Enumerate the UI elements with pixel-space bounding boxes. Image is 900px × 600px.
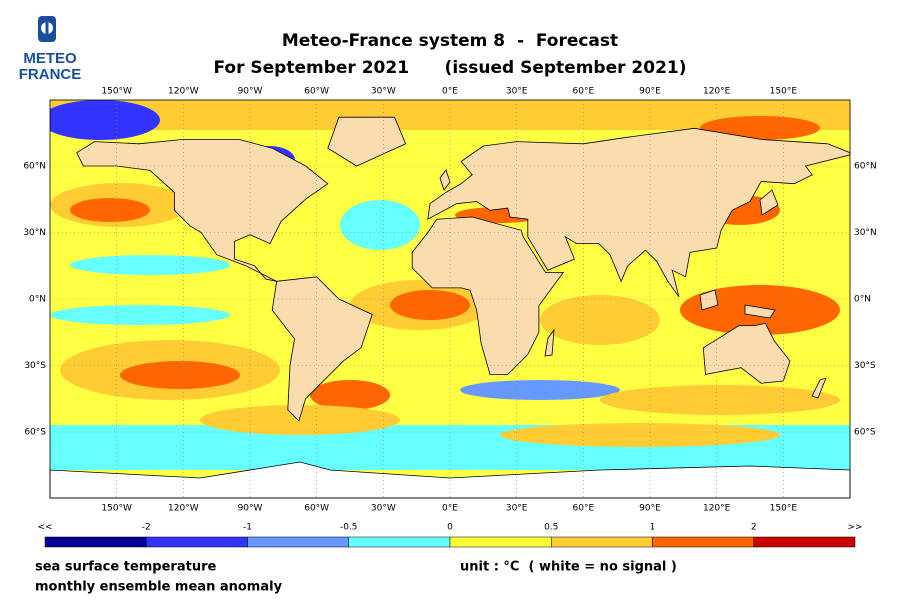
anomaly-patch bbox=[540, 295, 660, 345]
lat-label: 30°S bbox=[24, 361, 46, 371]
lon-label: 30°W bbox=[371, 504, 396, 514]
lon-label: 30°W bbox=[371, 87, 396, 97]
lat-label: 60°N bbox=[23, 162, 46, 172]
colorbar-label: 1 bbox=[650, 523, 656, 533]
new-zealand bbox=[811, 377, 827, 399]
anomaly-patch bbox=[340, 200, 420, 250]
lon-label: 120°E bbox=[703, 504, 731, 514]
lon-label: 60°E bbox=[573, 504, 595, 514]
colorbar-label: 0.5 bbox=[544, 523, 558, 533]
variable-label: sea surface temperature bbox=[35, 560, 216, 575]
greenland bbox=[327, 116, 407, 167]
lon-label: 150°E bbox=[770, 87, 798, 97]
anomaly-patch bbox=[390, 290, 470, 320]
logo-icon-bar bbox=[45, 18, 49, 34]
anomaly-patch bbox=[70, 198, 150, 222]
lat-label: 60°S bbox=[854, 428, 876, 438]
colorbar-label: << bbox=[37, 523, 52, 533]
new-guinea bbox=[744, 304, 776, 319]
colorbar-swatch bbox=[551, 536, 653, 548]
subtitle: For September 2021 (issued September 202… bbox=[214, 58, 687, 78]
lat-label: 30°S bbox=[854, 361, 876, 371]
lon-label: 150°W bbox=[101, 504, 132, 514]
logo-text: METEO bbox=[23, 50, 77, 67]
lon-label: 0°E bbox=[442, 87, 458, 97]
anomaly-patch bbox=[600, 385, 840, 415]
lon-label: 60°W bbox=[304, 87, 329, 97]
unit-label: unit : °C ( white = no signal ) bbox=[460, 560, 677, 575]
madagascar bbox=[544, 328, 555, 357]
colorbar-label: 2 bbox=[751, 523, 757, 533]
lon-label: 90°E bbox=[639, 504, 661, 514]
colorbar-label: 0 bbox=[447, 523, 453, 533]
map-frame bbox=[49, 99, 851, 499]
colorbar-label: >> bbox=[847, 523, 862, 533]
lon-label: 90°E bbox=[639, 87, 661, 97]
anomaly-patch bbox=[50, 305, 230, 325]
lon-label: 60°E bbox=[573, 87, 595, 97]
colorbar-swatch bbox=[449, 536, 552, 548]
lat-label: 0°N bbox=[29, 295, 46, 305]
lon-label: 90°W bbox=[238, 87, 263, 97]
colorbar-swatch bbox=[753, 536, 856, 548]
colorbar-swatch bbox=[146, 536, 248, 548]
lon-label: 90°W bbox=[238, 504, 263, 514]
lat-label: 30°N bbox=[854, 228, 877, 238]
title: Meteo-France system 8 - Forecast bbox=[282, 31, 618, 51]
anomaly-patch bbox=[500, 423, 780, 447]
colorbar-swatch bbox=[247, 536, 349, 548]
colorbar: << -2 -1 -0.5 0 0.5 1 2 >> bbox=[37, 523, 863, 548]
south-america bbox=[271, 276, 373, 422]
borneo bbox=[699, 289, 719, 311]
anomaly-patch bbox=[70, 255, 230, 275]
lon-label: 120°W bbox=[168, 504, 199, 514]
colorbar-swatch bbox=[348, 536, 451, 548]
lon-label: 150°W bbox=[101, 87, 132, 97]
lon-label: 120°E bbox=[703, 87, 731, 97]
lat-label: 60°N bbox=[854, 162, 877, 172]
australia bbox=[702, 322, 791, 384]
logo: METEO FRANCE bbox=[19, 16, 82, 83]
lat-label: 30°N bbox=[23, 228, 46, 238]
description-label: monthly ensemble mean anomaly bbox=[35, 580, 283, 595]
lon-label: 150°E bbox=[770, 504, 798, 514]
colorbar-label: -1 bbox=[243, 523, 252, 533]
japan bbox=[759, 189, 779, 216]
eurasia bbox=[427, 127, 851, 298]
uk bbox=[439, 169, 451, 191]
anomaly-patch bbox=[50, 100, 160, 140]
colorbar-swatch bbox=[44, 536, 147, 548]
lon-label: 0°E bbox=[442, 504, 458, 514]
lat-label: 0°N bbox=[854, 295, 871, 305]
colorbar-label: -2 bbox=[142, 523, 151, 533]
anomaly-patch bbox=[120, 361, 240, 389]
map bbox=[49, 99, 851, 499]
lon-label: 30°E bbox=[506, 87, 528, 97]
lon-label: 60°W bbox=[304, 504, 329, 514]
logo-text: FRANCE bbox=[19, 66, 82, 83]
anomaly-patch bbox=[310, 380, 390, 410]
graticule bbox=[50, 100, 850, 498]
lat-label: 60°S bbox=[24, 428, 46, 438]
lon-label: 120°W bbox=[168, 87, 199, 97]
anomaly-patch bbox=[460, 380, 620, 400]
colorbar-swatch bbox=[652, 536, 754, 548]
lon-label: 30°E bbox=[506, 504, 528, 514]
colorbar-label: -0.5 bbox=[340, 523, 358, 533]
north-america bbox=[76, 138, 329, 282]
